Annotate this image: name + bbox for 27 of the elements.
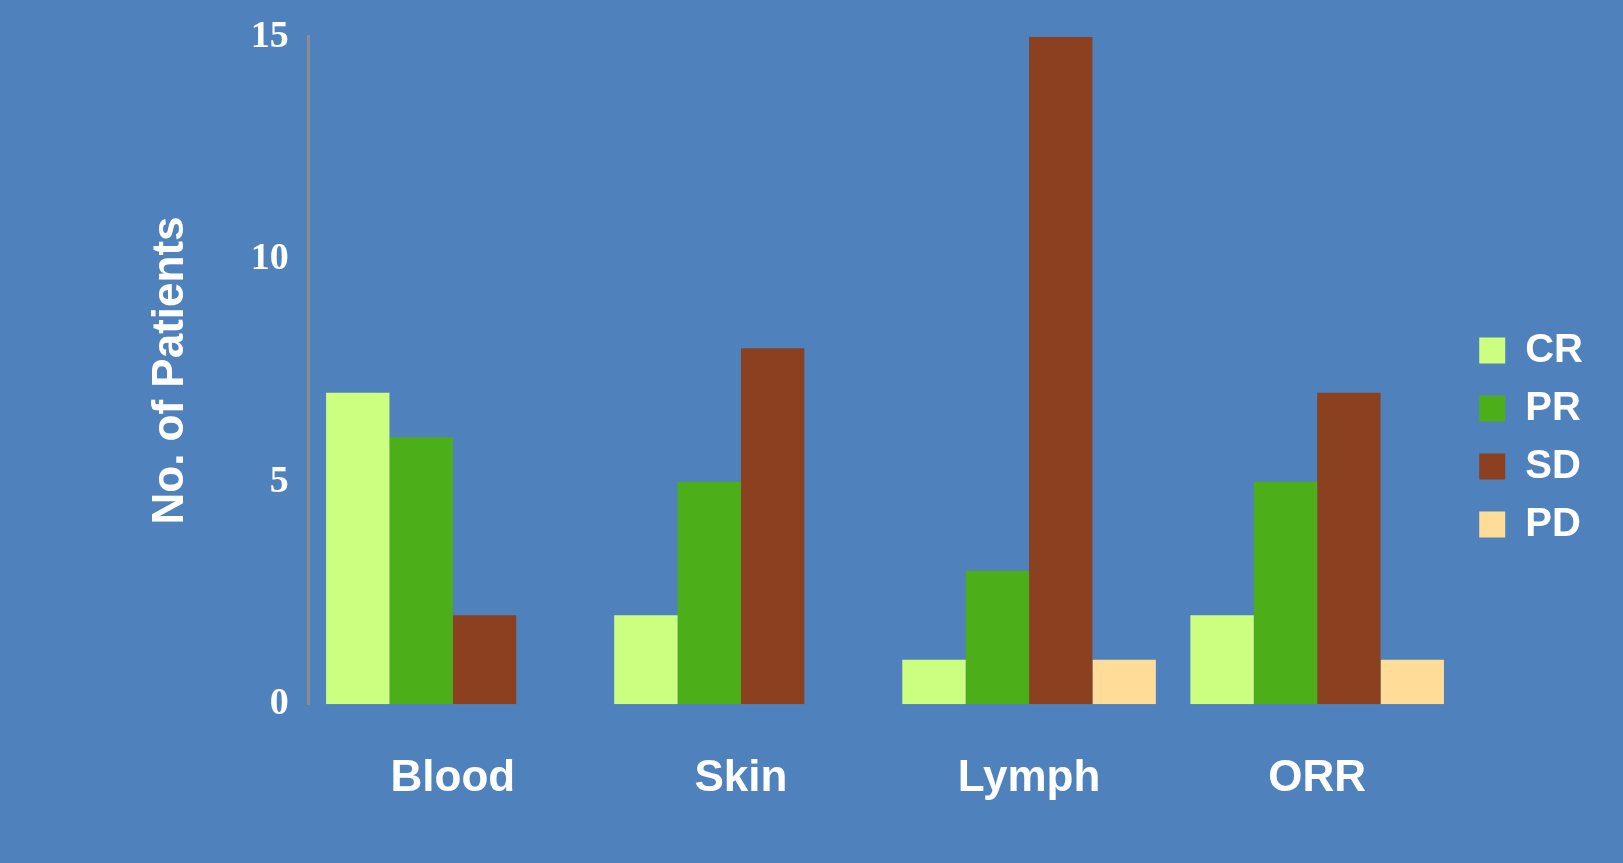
bar [452,615,517,705]
x-tick-label: Lymph [957,750,1101,800]
legend-label: SD [1525,441,1581,486]
bar [1380,659,1444,705]
x-tick-label: Blood [390,750,516,800]
y-tick-label: 0 [269,680,289,723]
x-tick-label: Skin [694,750,788,800]
bar [740,348,805,705]
bar [1253,481,1318,705]
x-tick-label: ORR [1268,750,1367,800]
legend-label: PR [1525,383,1581,428]
bar [1029,36,1093,705]
y-axis-title: No. of Patients [142,216,192,525]
legend-label: PD [1525,499,1581,544]
bar [902,659,966,705]
y-tick-label: 10 [250,235,289,278]
bar [389,437,453,705]
bar [1092,659,1156,705]
y-tick-label: 15 [250,12,289,55]
bar [677,481,741,705]
y-tick-label: 5 [269,457,289,500]
bar [1190,615,1254,705]
bar [1317,392,1381,705]
legend-label: CR [1525,325,1584,370]
bar [326,392,390,705]
bar [614,615,678,705]
bar [965,570,1030,705]
